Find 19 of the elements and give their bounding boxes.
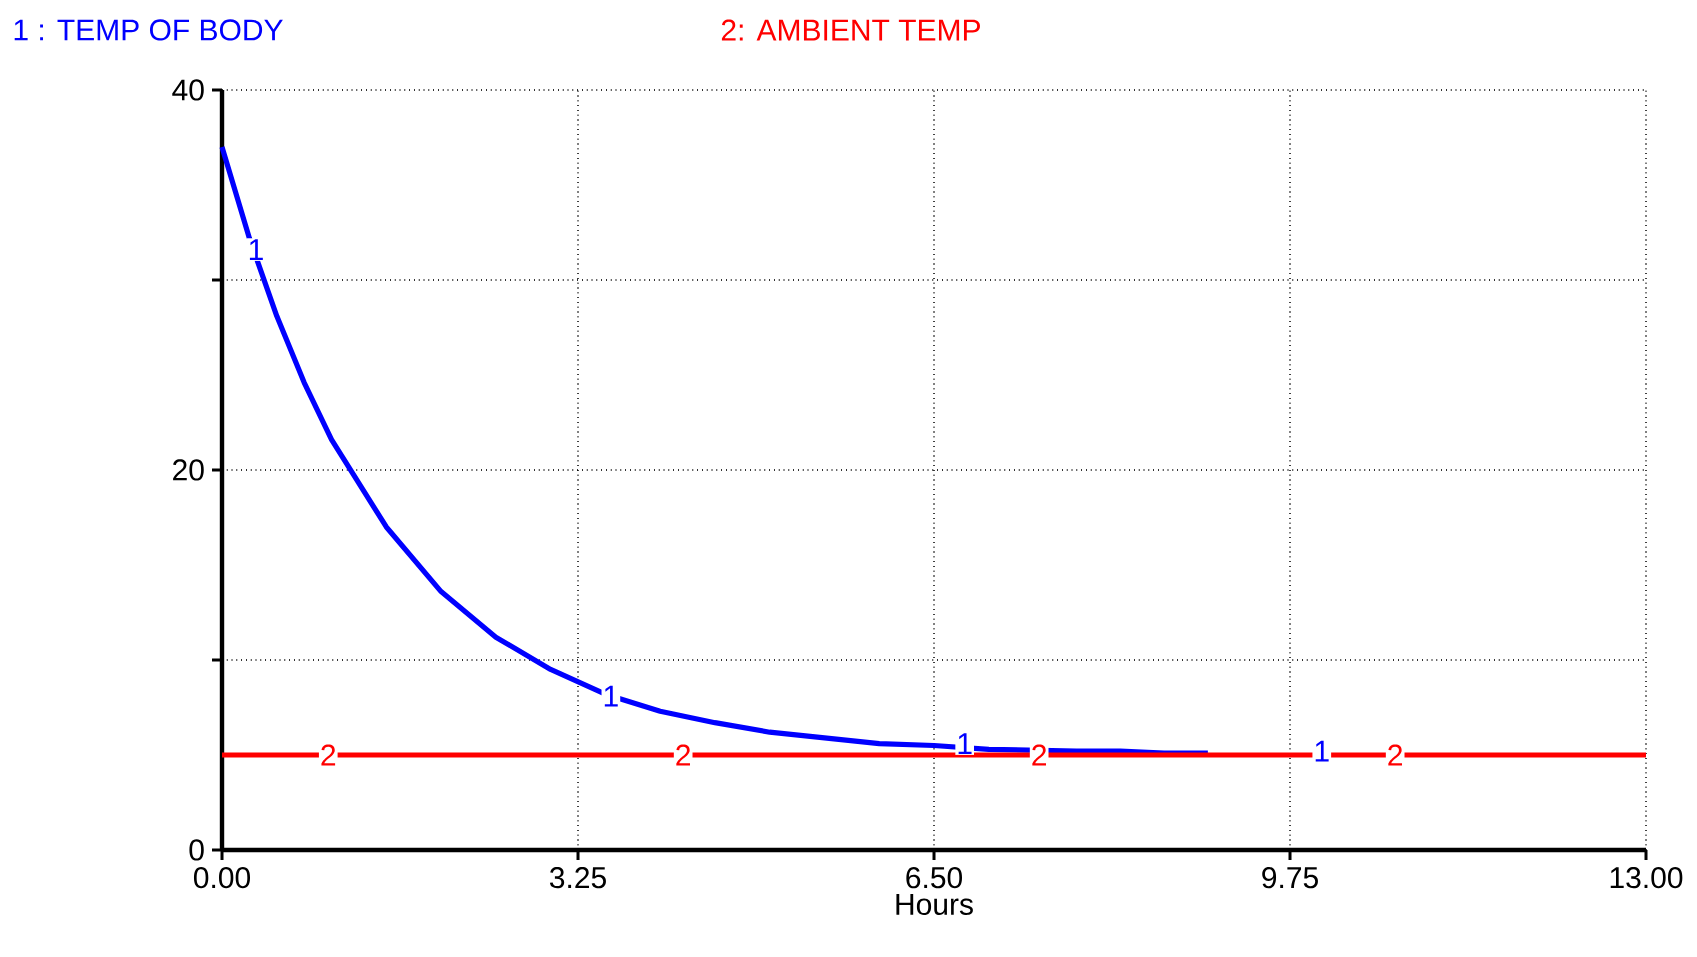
y-tick-label: 20 [173, 459, 204, 481]
x-axis-title: Hours [896, 894, 973, 915]
text: 1 : TEMP OF BODY [14, 19, 283, 41]
annotation: 2 [1032, 744, 1047, 766]
annotation: 1 [1315, 740, 1329, 762]
x-tick-label: 6.50 [906, 867, 963, 889]
x-tick-label: 13.00 [1610, 867, 1683, 889]
y-tick-label: 0 [189, 839, 204, 861]
x-tick-label: 9.75 [1262, 867, 1318, 889]
annotation: 2 [676, 744, 691, 766]
x-tick-label: 0.00 [193, 867, 251, 889]
annotation: 1 [249, 239, 263, 260]
y-tick-label: 40 [172, 79, 204, 101]
annotation: 2 [1388, 744, 1403, 766]
annotation: 1 [604, 685, 618, 707]
x-tick-label: 3.25 [549, 867, 606, 889]
annotation: 1 [958, 733, 972, 754]
text: 2: AMBIENT TEMP [721, 19, 980, 41]
annotation: 2 [321, 744, 336, 766]
